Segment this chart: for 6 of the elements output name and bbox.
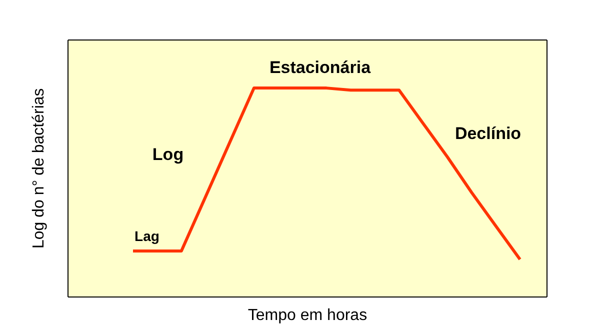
annotation: Log bbox=[152, 145, 184, 165]
annotation: Lag bbox=[134, 228, 160, 244]
x-axis-title: Tempo em horas bbox=[248, 307, 368, 324]
annotation: Declínio bbox=[454, 124, 522, 144]
y-axis-title: Log do n° de bactérias bbox=[30, 88, 48, 248]
text: Estacionária bbox=[269, 58, 371, 78]
